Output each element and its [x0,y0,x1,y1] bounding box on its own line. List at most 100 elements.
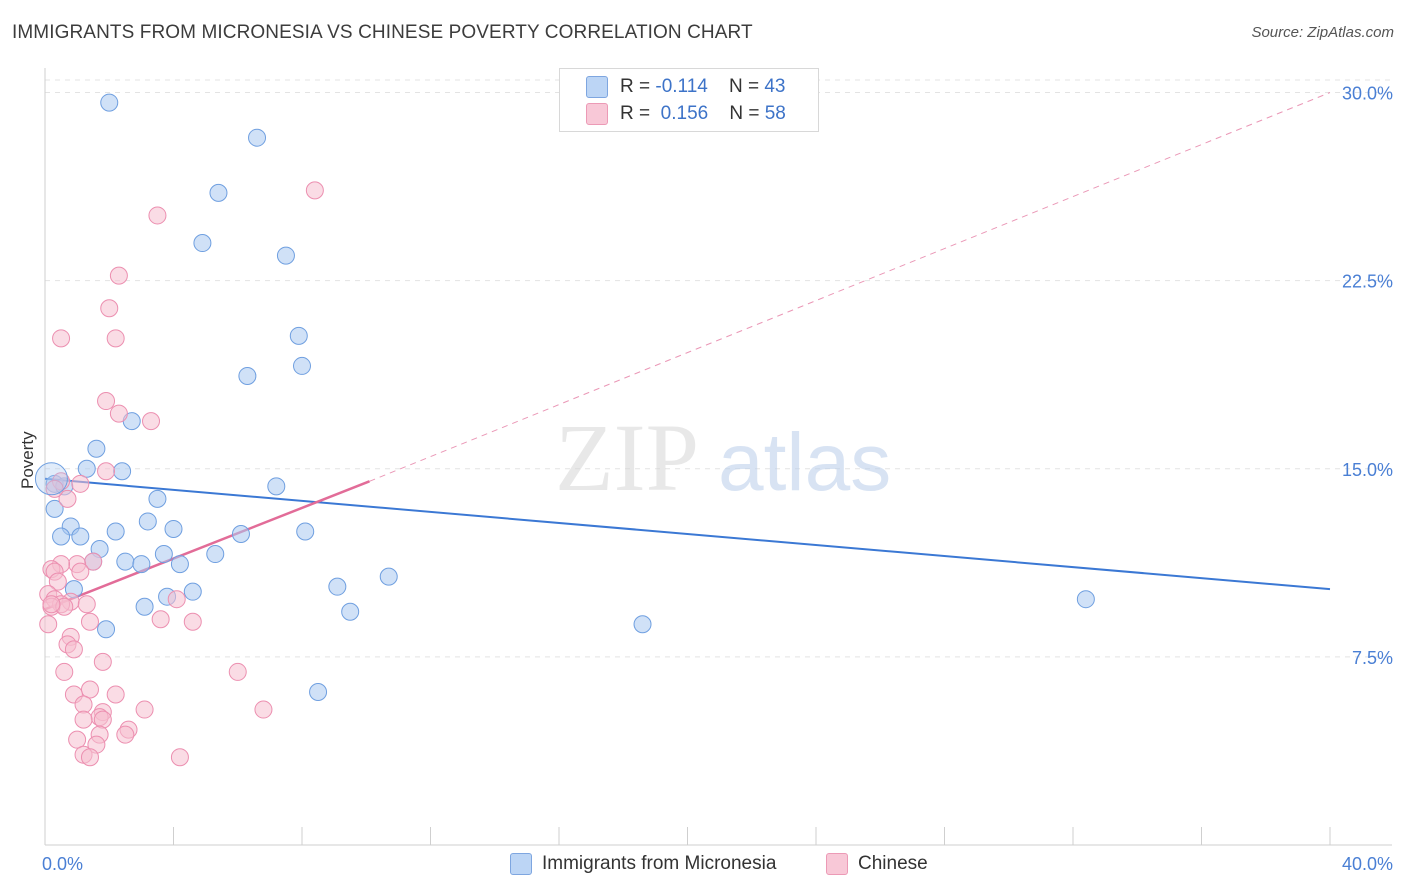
micronesia-point [52,527,71,546]
chinese-trend-line [44,480,370,611]
micronesia-point [164,519,183,538]
chinese-point [109,266,128,285]
chinese-point [151,610,170,629]
chinese-point [254,700,273,719]
pink-swatch [586,103,608,125]
y-tick-label: 30.0% [1342,84,1393,104]
pink-legend-swatch [826,853,848,875]
x-tick-label: 40.0% [1342,854,1393,874]
blue-swatch [586,76,608,98]
legend-row-chinese: R = 0.156 N = 58 [586,102,786,126]
chinese-point [39,615,58,634]
micronesia-point [328,577,347,596]
chinese-point [135,700,154,719]
micronesia-point [379,567,398,586]
micronesia-point [231,524,250,543]
chinese-point [170,748,189,767]
legend-r-label: R = [620,76,656,97]
correlation-legend: R = -0.114 N = 43 R = 0.156 N = 58 [559,68,819,132]
chinese-point [80,612,99,631]
micronesia-point [248,128,267,147]
legend-series-name: Chinese [858,853,928,874]
chinese-point [167,590,186,609]
micronesia-point [309,683,328,701]
micronesia-point [132,555,151,574]
chinese-point [106,685,125,704]
chinese-point [58,489,77,508]
micronesia-point [289,326,308,345]
micronesia-point [170,555,189,574]
chart-title: IMMIGRANTS FROM MICRONESIA VS CHINESE PO… [12,22,753,43]
legend-n-value: 58 [764,103,786,124]
chinese-point [142,412,161,431]
micronesia-point [267,477,286,496]
legend-row-micronesia: R = -0.114 N = 43 [586,75,785,99]
micronesia-point [116,552,135,571]
chinese-point [109,404,128,423]
chinese-point [55,662,74,681]
chinese-point [106,329,125,348]
legend-r-value: 0.156 [655,103,709,124]
chinese-point [93,710,112,729]
chinese-point [64,640,83,659]
micronesia-point [106,522,125,541]
micronesia-cluster-point [34,462,68,496]
micronesia-point [193,234,212,253]
watermark-zip: ZIP [555,404,699,511]
source-label: Source: ZipAtlas.com [1251,24,1394,41]
micronesia-point [209,183,228,202]
chinese-point [183,612,202,631]
micronesia-point [45,499,64,518]
chinese-point [100,299,119,318]
chinese-point [71,474,90,493]
chinese-point [68,730,87,749]
chinese-trend-extension [369,92,1331,482]
micronesia-point [341,602,360,621]
watermark-atlas: atlas [718,417,891,508]
chinese-point [77,595,96,614]
chinese-point [74,710,93,729]
micronesia-trend-line [44,477,1331,591]
y-tick-label: 22.5% [1342,272,1393,292]
micronesia-point [154,545,173,564]
chinese-point [52,329,71,348]
chinese-point [305,181,324,200]
chinese-point [80,680,99,699]
y-tick-label: 15.0% [1342,460,1393,480]
chinese-point [42,595,61,614]
micronesia-point [138,512,157,531]
chinese-point [97,462,116,481]
chinese-point [228,662,247,681]
micronesia-point [633,615,652,634]
micronesia-point [87,439,106,458]
micronesia-point [135,597,154,616]
micronesia-point [113,462,132,481]
y-axis-label: Poverty [18,431,37,489]
axes [44,68,1392,846]
micronesia-point [97,620,116,639]
micronesia-point [293,356,311,375]
tick-labels: 7.5% 15.0% 22.5% 30.0% 0.0% 40.0% [42,84,1393,874]
micronesia-point [71,527,90,546]
chinese-point [148,206,167,225]
micronesia-point [238,366,257,385]
legend-n-label: N = [729,103,765,124]
micronesia-point [206,545,225,564]
bottom-legend-chinese: Chinese [826,851,928,877]
y-tick-label: 7.5% [1352,648,1393,668]
data-points [34,93,1095,767]
chinese-point [48,572,67,591]
legend-r-label: R = [620,103,656,124]
legend-r-value: -0.114 [655,76,708,97]
chinese-point [93,652,112,671]
micronesia-point [100,93,119,112]
micronesia-point [183,582,202,601]
blue-legend-swatch [510,853,532,875]
chinese-point [74,695,93,714]
micronesia-point [77,459,96,478]
x-tick-label: 0.0% [42,854,83,874]
chinese-point [116,725,135,744]
trend-lines [44,92,1331,611]
micronesia-point [148,489,167,508]
